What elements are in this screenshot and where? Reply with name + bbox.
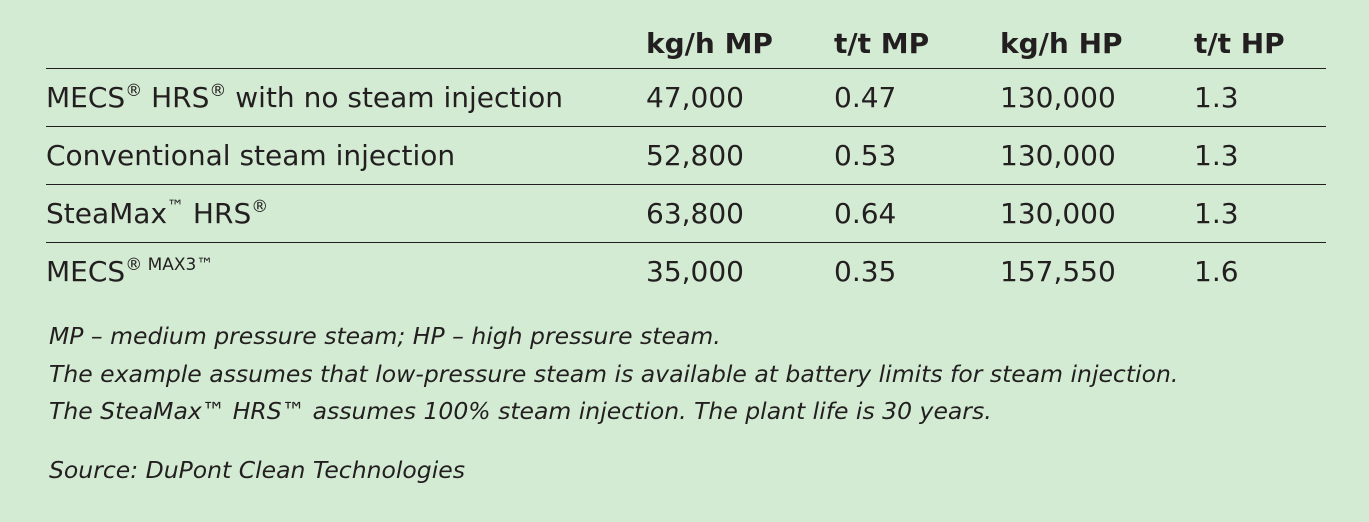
- table-footnotes: MP – medium pressure steam; HP – high pr…: [49, 318, 1349, 431]
- cell-kgh-hp: 130,000: [1000, 68, 1194, 127]
- cell-kgh-mp: 52,800: [646, 126, 834, 185]
- cell-kgh-mp: 47,000: [646, 68, 834, 127]
- cell-kgh-mp: 35,000: [646, 255, 744, 288]
- table-row: MECS® HRS® with no steam injection 47,00…: [46, 68, 1326, 127]
- table-header-row: kg/h MP t/t MP kg/h HP t/t HP: [46, 18, 1326, 69]
- header-tt-hp: t/t HP: [1194, 18, 1326, 69]
- cell-tt-mp: 0.47: [834, 68, 1000, 127]
- steam-comparison-table: kg/h MP t/t MP kg/h HP t/t HP MECS® HRS®…: [46, 18, 1326, 300]
- cell-tt-hp: 1.6: [1194, 255, 1239, 288]
- cell-tt-mp: 0.53: [834, 126, 1000, 185]
- cell-tt-hp: 1.3: [1194, 126, 1326, 185]
- table-row: Conventional steam injection 52,800 0.53…: [46, 126, 1326, 185]
- row-label: SteaMax™ HRS®: [46, 184, 646, 243]
- cell-tt-hp: 1.3: [1194, 68, 1326, 127]
- footnote-assumption: The example assumes that low-pressure st…: [49, 359, 1179, 388]
- header-tt-mp: t/t MP: [834, 18, 1000, 69]
- cell-kgh-mp: 63,800: [646, 184, 834, 243]
- cell-tt-mp: 0.35: [834, 255, 897, 288]
- cell-tt-hp: 1.3: [1194, 184, 1326, 243]
- source-credit: Source: DuPont Clean Technologies: [49, 456, 465, 484]
- header-kgh-hp: kg/h HP: [1000, 18, 1194, 69]
- row-label: MECS® MAX3™: [46, 255, 214, 288]
- table-row: SteaMax™ HRS® 63,800 0.64 130,000 1.3: [46, 184, 1326, 243]
- table-row: MECS® MAX3™ 35,000 0.35 157,550 1.6: [46, 243, 1326, 301]
- footnote-steamax: The SteaMax™ HRS™ assumes 100% steam inj…: [49, 397, 992, 425]
- row-label: MECS® HRS® with no steam injection: [46, 68, 646, 127]
- header-label-column: [46, 18, 646, 69]
- cell-kgh-hp: 157,550: [1000, 255, 1116, 288]
- cell-kgh-hp: 130,000: [1000, 184, 1194, 243]
- header-kgh-mp: kg/h MP: [646, 18, 834, 69]
- cell-tt-mp: 0.64: [834, 184, 1000, 243]
- cell-kgh-hp: 130,000: [1000, 126, 1194, 185]
- footnote-abbreviations: MP – medium pressure steam; HP – high pr…: [49, 322, 721, 350]
- row-label: Conventional steam injection: [46, 126, 646, 185]
- steam-comparison-table-wrapper: kg/h MP t/t MP kg/h HP t/t HP MECS® HRS®…: [46, 18, 1326, 300]
